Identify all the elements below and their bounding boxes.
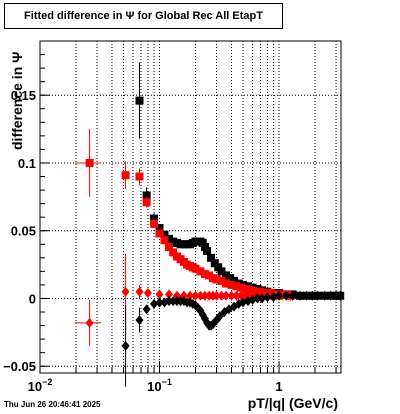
data-point [232,282,241,291]
y-tick-label: 0.15 [11,88,36,103]
data-point [326,290,335,301]
y-tick-label: 0.05 [11,224,36,239]
data-point [263,292,272,303]
data-point [269,292,278,303]
data-point [313,290,322,301]
data-point [242,284,251,293]
data-point [336,290,345,301]
data-point [155,297,164,308]
data-point [196,290,205,301]
data-point [232,290,241,301]
data-point [212,275,221,284]
data-point [200,270,209,279]
data-point [164,242,173,251]
y-tick-label: 0 [29,291,36,306]
data-point [246,286,255,295]
data-point [142,191,151,200]
data-point [214,263,223,272]
data-point [164,296,173,307]
data-point [196,267,205,276]
series-3 [121,290,345,387]
data-point [207,253,216,262]
data-point [121,340,130,351]
x-tick-label: 10−2 [28,377,53,394]
series-layer [74,62,345,387]
data-point [155,224,164,233]
data-point [253,293,262,304]
data-point [155,229,164,238]
data-point [257,293,266,304]
data-point [150,219,159,228]
axis-layer: −0.05 0 0.05 0.1 0.15 10−2 10−1 1 [3,54,337,394]
data-point [288,290,297,301]
data-point [191,264,200,273]
data-point [203,247,212,256]
data-point [222,279,231,288]
data-point [332,290,341,301]
data-point [217,267,226,276]
data-point [308,290,317,301]
data-point [135,315,144,326]
data-point [85,317,94,328]
data-point [217,276,226,285]
data-point [212,290,221,301]
data-point [198,238,207,247]
data-point [121,171,130,180]
data-point [248,294,257,305]
data-point [296,290,305,301]
x-tick-label: 1 [275,379,282,394]
x-axis-label: pT/|q| (GeV/c) [247,395,338,411]
series-1 [74,129,295,300]
data-point [164,234,173,243]
data-point [186,290,195,301]
data-point [191,290,200,301]
data-point [236,283,245,292]
chart-title: Fitted difference in Ψ for Global Rec Al… [4,3,283,29]
data-point [320,290,329,301]
data-point [135,96,144,105]
x-tick-label: 10−1 [147,377,172,394]
data-point [143,288,152,299]
data-point [164,289,173,300]
data-point [150,298,159,309]
data-point [169,248,178,257]
data-point [222,290,231,301]
data-point [160,230,169,239]
y-axis-label: difference in Ψ [9,51,25,150]
y-tick-label: 0.1 [18,156,36,171]
data-point [275,290,284,301]
data-point [121,286,130,297]
data-point [150,214,159,223]
y-tick-label: −0.05 [3,359,36,374]
data-point [85,158,94,167]
series-0 [135,62,345,300]
data-point [227,280,236,289]
data-point [210,259,219,268]
data-point [142,304,151,315]
data-point [135,286,144,297]
data-point [155,289,164,300]
data-point [217,290,226,301]
data-point [222,271,231,280]
data-point [200,290,209,301]
data-point [160,236,169,245]
plot-frame [39,40,342,374]
data-point [142,198,151,207]
data-point [302,290,311,301]
timestamp: Thu Jun 26 20:46:41 2025 [4,400,101,409]
data-point [200,242,209,251]
data-point [227,290,236,301]
data-point [230,276,239,285]
data-point [135,172,144,181]
data-point [282,290,291,301]
